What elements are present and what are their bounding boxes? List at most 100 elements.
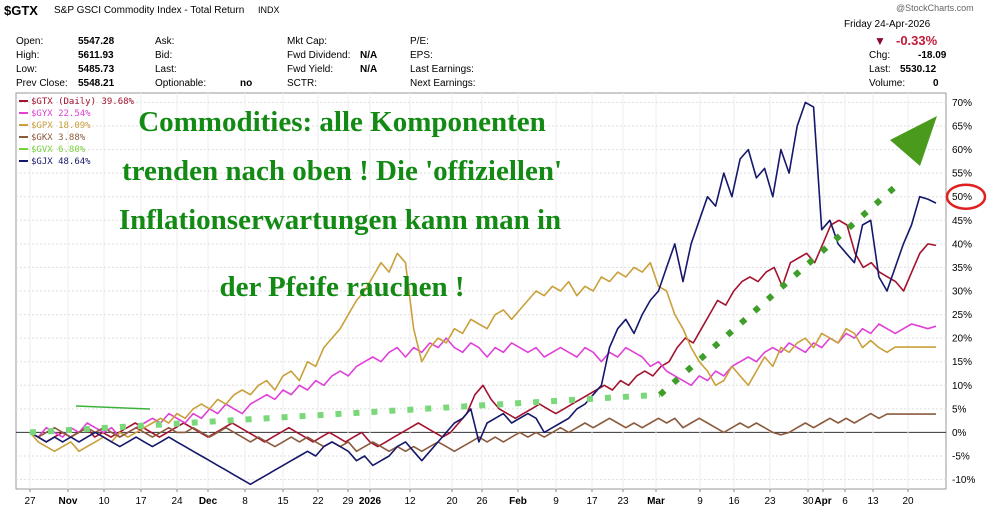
field-label: Open: <box>16 36 44 47</box>
series-line-gjx <box>29 101 937 486</box>
field-label: Fwd Dividend: <box>287 50 351 61</box>
x-tick-label: 20 <box>446 496 458 507</box>
x-tick-label: 9 <box>553 496 559 507</box>
exchange: INDX <box>258 5 280 15</box>
field-value: 0 <box>933 78 939 89</box>
legend-entry-gjx: $GJX 48.64% <box>31 157 91 167</box>
y-tick-label: 65% <box>952 122 972 133</box>
x-tick-label: 15 <box>277 496 289 507</box>
field-label: Next Earnings: <box>410 78 476 89</box>
x-tick-label: 29 <box>342 496 354 507</box>
field-label: Chg: <box>869 50 891 61</box>
index-name: S&P GSCI Commodity Index - Total Return <box>54 5 245 16</box>
x-tick-label: 6 <box>842 496 848 507</box>
field-label: Last: <box>869 64 891 75</box>
y-tick-label: -10% <box>952 475 975 486</box>
x-tick-label: 24 <box>171 496 183 507</box>
y-tick-label: 70% <box>952 98 972 109</box>
x-tick-label: 8 <box>242 496 248 507</box>
x-tick-label: Apr <box>814 496 831 507</box>
x-tick-label: Feb <box>509 496 527 507</box>
x-tick-label: 17 <box>135 496 147 507</box>
field-label: SCTR: <box>287 78 317 89</box>
chart-header: $GTX S&P GSCI Commodity Index - Total Re… <box>0 0 990 92</box>
watermark: @StockCharts.com <box>896 3 974 13</box>
x-tick-label: Nov <box>59 496 78 507</box>
y-tick-label: 35% <box>952 263 972 274</box>
field-value: 5547.28 <box>78 36 115 47</box>
x-tick-label: 30 <box>802 496 814 507</box>
field-value: N/A <box>360 64 378 75</box>
x-tick-label: 17 <box>586 496 598 507</box>
y-tick-label: 50% <box>952 192 972 203</box>
legend-entry-gyx: $GYX 22.54% <box>31 109 91 119</box>
y-tick-label: 15% <box>952 357 972 368</box>
annotation-text: der Pfeife rauchen ! <box>219 271 464 303</box>
legend-entry-gvx: $GVX 6.80% <box>31 145 86 155</box>
field-label: Fwd Yield: <box>287 64 334 75</box>
annotation-text: trenden nach oben ! Die 'offiziellen' <box>122 155 562 187</box>
x-tick-label: Dec <box>199 496 218 507</box>
field-label: Last: <box>155 64 177 75</box>
x-tick-label: 10 <box>98 496 110 507</box>
x-tick-label: 20 <box>902 496 914 507</box>
trend-dots-low <box>29 391 661 436</box>
x-tick-label: 23 <box>617 496 629 507</box>
field-label: EPS: <box>410 50 433 61</box>
x-tick-label: 16 <box>728 496 740 507</box>
field-value: 5530.12 <box>900 64 937 75</box>
field-value: no <box>240 78 253 89</box>
field-value: N/A <box>360 50 378 61</box>
y-tick-label: 5% <box>952 404 967 415</box>
x-tick-label: 22 <box>312 496 324 507</box>
legend-entry-gkx: $GKX 3.88% <box>31 133 86 143</box>
field-label: Ask: <box>155 36 175 47</box>
x-tick-label: Mar <box>647 496 665 507</box>
series-line-gtx <box>29 219 937 448</box>
date-label: Friday 24-Apr-2026 <box>844 19 931 30</box>
annotation-text: Inflationserwartungen kann man in <box>119 204 561 236</box>
field-value: 5485.73 <box>78 64 115 75</box>
field-label: High: <box>16 50 40 61</box>
field-label: Volume: <box>869 78 906 89</box>
series-line-gyx <box>29 323 937 438</box>
y-tick-label: 0% <box>952 428 967 439</box>
field-label: Mkt Cap: <box>287 36 328 47</box>
x-tick-label: 12 <box>404 496 416 507</box>
field-label: Optionable: <box>155 78 207 89</box>
symbol: $GTX <box>4 3 38 18</box>
field-label: P/E: <box>410 36 429 47</box>
y-tick-label: 40% <box>952 239 972 250</box>
short-green-line <box>75 405 151 410</box>
y-tick-label: -5% <box>952 452 970 463</box>
x-tick-label: 23 <box>764 496 776 507</box>
y-tick-label: 10% <box>952 381 972 392</box>
x-tick-label: 2026 <box>359 496 382 507</box>
x-tick-label: 13 <box>867 496 879 507</box>
trend-arrowhead-icon <box>890 116 937 166</box>
annotation-text: Commodities: alle Komponenten <box>138 106 546 138</box>
x-tick-label: 27 <box>24 496 36 507</box>
field-value: -18.09 <box>918 50 947 61</box>
field-label: Last Earnings: <box>410 64 474 75</box>
y-tick-label: 55% <box>952 169 972 180</box>
legend-entry-gtx: $GTX (Daily) 39.68% <box>31 97 135 107</box>
legend-entry-gpx: $GPX 18.09% <box>31 121 91 131</box>
series-line-gpx <box>29 252 936 453</box>
y-tick-label: 20% <box>952 334 972 345</box>
change-pct: -0.33% <box>896 33 938 48</box>
field-label: Bid: <box>155 50 173 61</box>
field-label: Prev Close: <box>16 78 68 89</box>
y-tick-label: 60% <box>952 145 972 156</box>
field-label: Low: <box>16 64 38 75</box>
x-tick-label: 26 <box>476 496 488 507</box>
series-line-gkx <box>29 412 936 453</box>
y-tick-label: 25% <box>952 310 972 321</box>
field-value: 5548.21 <box>78 78 115 89</box>
x-tick-label: 9 <box>697 496 703 507</box>
field-value: 5611.93 <box>78 50 114 61</box>
y-tick-label: 30% <box>952 287 972 298</box>
y-tick-label: 45% <box>952 216 972 227</box>
highlight-circle <box>945 183 987 210</box>
